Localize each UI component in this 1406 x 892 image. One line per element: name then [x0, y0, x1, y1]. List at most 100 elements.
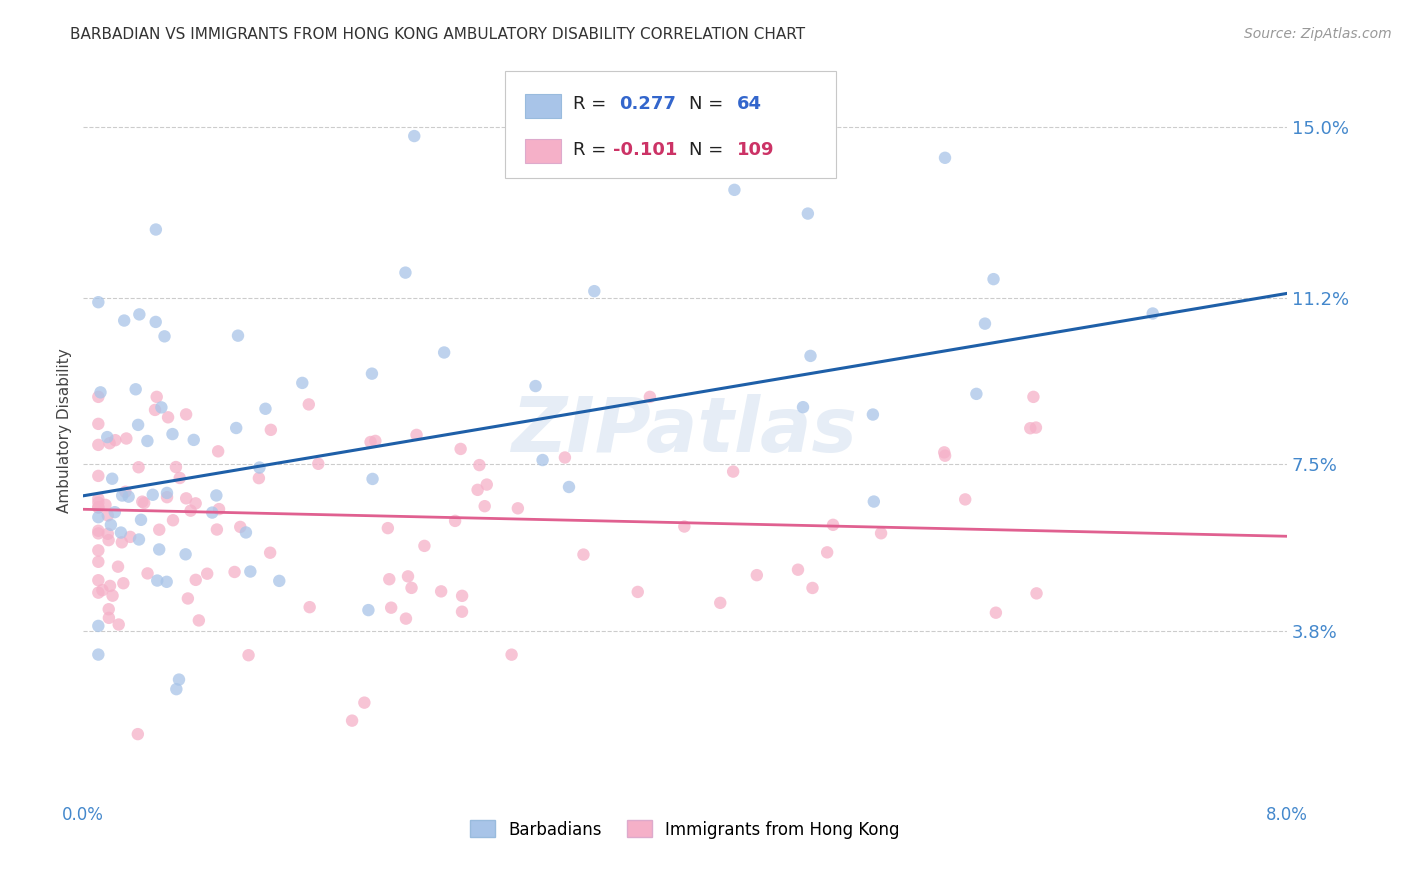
Point: [353, 696, 375, 710]
Point: [97, 611, 120, 625]
Point: [572, 548, 595, 562]
Point: [638, 390, 661, 404]
Text: 64: 64: [737, 95, 762, 113]
Point: [380, 600, 402, 615]
Point: [340, 714, 363, 728]
Point: [174, 408, 197, 422]
Point: [430, 584, 453, 599]
Point: [87, 417, 110, 431]
Point: [101, 589, 124, 603]
Point: [128, 460, 150, 475]
Point: [401, 581, 423, 595]
Point: [451, 589, 474, 603]
Point: [554, 450, 576, 465]
Point: [111, 535, 134, 549]
Point: [501, 648, 523, 662]
Point: [125, 382, 148, 396]
Point: [97, 508, 120, 523]
Point: [162, 513, 184, 527]
Point: [1142, 306, 1164, 320]
Point: [136, 566, 159, 581]
Point: [433, 345, 456, 359]
Y-axis label: Ambulatory Disability: Ambulatory Disability: [58, 348, 72, 513]
Point: [862, 494, 884, 508]
Point: [97, 526, 120, 541]
Point: [394, 266, 416, 280]
Point: [821, 517, 844, 532]
Point: [801, 581, 824, 595]
Point: [360, 435, 382, 450]
Text: ZIPatlas: ZIPatlas: [512, 393, 858, 467]
Point: [965, 387, 987, 401]
Point: [156, 490, 179, 504]
Point: [249, 460, 271, 475]
Point: [225, 421, 247, 435]
Point: [583, 284, 606, 298]
Point: [177, 591, 200, 606]
Point: [377, 521, 399, 535]
Point: [984, 606, 1007, 620]
Text: 109: 109: [737, 141, 775, 159]
Point: [224, 565, 246, 579]
Point: [1019, 421, 1042, 435]
Point: [98, 436, 121, 450]
Point: [357, 603, 380, 617]
Point: [114, 484, 136, 499]
Point: [413, 539, 436, 553]
Point: [87, 500, 110, 515]
Point: [157, 410, 180, 425]
Point: [107, 559, 129, 574]
Point: [207, 444, 229, 458]
Point: [239, 565, 262, 579]
Point: [364, 434, 387, 448]
Point: [112, 576, 135, 591]
Point: [396, 569, 419, 583]
Legend: Barbadians, Immigrants from Hong Kong: Barbadians, Immigrants from Hong Kong: [464, 814, 907, 846]
Point: [111, 489, 134, 503]
Point: [167, 673, 190, 687]
Point: [97, 533, 120, 548]
Point: [150, 401, 173, 415]
Text: N =: N =: [689, 141, 728, 159]
Point: [184, 496, 207, 510]
Point: [169, 471, 191, 485]
Point: [87, 500, 110, 515]
Point: [787, 563, 810, 577]
Point: [87, 469, 110, 483]
Point: [475, 477, 498, 491]
Point: [298, 397, 321, 411]
Point: [792, 400, 814, 414]
Point: [148, 523, 170, 537]
FancyBboxPatch shape: [505, 70, 835, 178]
Point: [156, 574, 179, 589]
Point: [201, 506, 224, 520]
Point: [87, 526, 110, 541]
Point: [110, 525, 132, 540]
Point: [187, 614, 209, 628]
Point: [1025, 586, 1047, 600]
Point: [558, 480, 581, 494]
Point: [87, 619, 110, 633]
Point: [87, 585, 110, 599]
Point: [531, 453, 554, 467]
Point: [143, 403, 166, 417]
Point: [162, 427, 184, 442]
Point: [815, 545, 838, 559]
Point: [260, 423, 283, 437]
Point: [870, 526, 893, 541]
Point: [205, 523, 228, 537]
Point: [974, 317, 997, 331]
Point: [229, 520, 252, 534]
Point: [395, 612, 418, 626]
Point: [184, 573, 207, 587]
Point: [97, 602, 120, 616]
Point: [627, 585, 650, 599]
Point: [247, 471, 270, 485]
Point: [205, 488, 228, 502]
Point: [104, 505, 127, 519]
Point: [87, 648, 110, 662]
Point: [174, 547, 197, 561]
Point: [524, 379, 547, 393]
Point: [983, 272, 1005, 286]
Point: [87, 495, 110, 509]
